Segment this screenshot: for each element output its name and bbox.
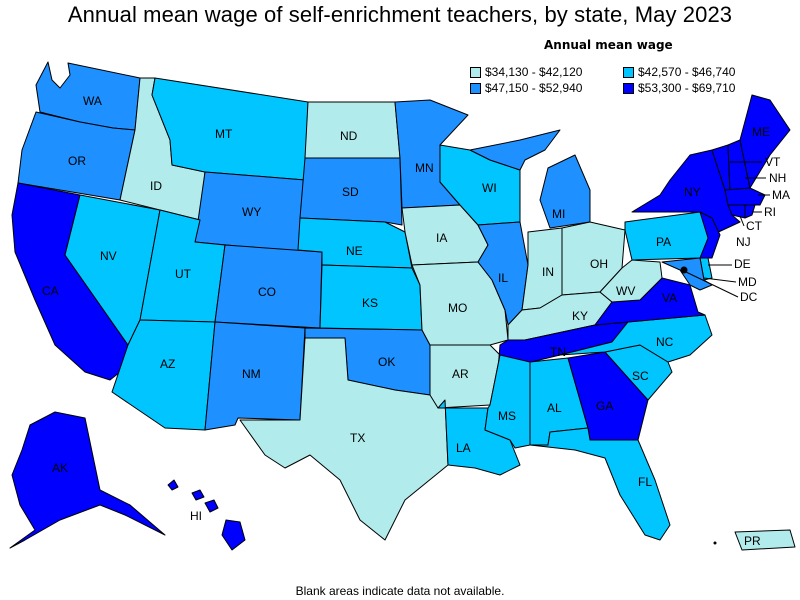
label-MD: MD — [738, 275, 757, 289]
leader-MD — [703, 277, 737, 283]
leader-CT — [739, 215, 745, 227]
label-CA: CA — [42, 284, 59, 298]
legend-label-3: $47,150 - $52,940 — [485, 81, 583, 95]
state-HI-island-3[interactable] — [204, 499, 219, 513]
pr-islet — [713, 541, 717, 545]
label-CO: CO — [258, 285, 276, 299]
label-MO: MO — [448, 301, 467, 315]
label-UT: UT — [175, 267, 192, 281]
state-HI-island-2[interactable] — [191, 489, 205, 501]
label-AR: AR — [452, 367, 469, 381]
label-NH: NH — [769, 171, 786, 185]
state-NJ[interactable] — [699, 211, 721, 259]
label-PA: PA — [656, 235, 671, 249]
label-DC: DC — [740, 290, 758, 304]
state-MA[interactable] — [724, 187, 766, 206]
state-FL[interactable] — [529, 427, 671, 541]
label-ID: ID — [150, 179, 162, 193]
state-HI[interactable] — [221, 519, 246, 551]
state-WV[interactable] — [599, 259, 663, 303]
label-NC: NC — [656, 335, 674, 349]
label-NE: NE — [346, 244, 363, 258]
label-VA: VA — [662, 291, 677, 305]
legend-swatch-2 — [623, 66, 634, 78]
state-IL[interactable] — [477, 221, 529, 326]
label-AZ: AZ — [160, 357, 175, 371]
label-AL: AL — [547, 401, 562, 415]
label-OH: OH — [590, 257, 608, 271]
legend-item-1: $34,130 - $42,120 — [470, 65, 582, 79]
state-RI[interactable] — [744, 204, 756, 219]
label-NJ: NJ — [736, 235, 751, 249]
label-MS: MS — [498, 409, 516, 423]
legend-item-2: $42,570 - $46,740 — [623, 65, 735, 79]
label-KS: KS — [362, 296, 378, 310]
label-HI: HI — [190, 509, 202, 523]
label-WV: WV — [616, 284, 635, 298]
leader-DC — [685, 271, 739, 298]
label-WA: WA — [83, 94, 102, 108]
label-IA: IA — [436, 231, 447, 245]
label-KY: KY — [572, 309, 588, 323]
label-MT: MT — [215, 127, 233, 141]
state-HI-island-1[interactable] — [167, 479, 179, 491]
label-NM: NM — [242, 367, 261, 381]
label-NV: NV — [100, 249, 117, 263]
label-MN: MN — [415, 161, 434, 175]
legend-label-1: $34,130 - $42,120 — [485, 65, 583, 79]
label-SC: SC — [632, 369, 649, 383]
label-LA: LA — [456, 441, 471, 455]
map-title: Annual mean wage of self-enrichment teac… — [67, 2, 733, 27]
legend-swatch-4 — [623, 82, 634, 94]
label-NY: NY — [684, 185, 701, 199]
label-DE: DE — [734, 257, 751, 271]
label-ME: ME — [752, 125, 770, 139]
label-OR: OR — [68, 154, 86, 168]
state-TX[interactable] — [239, 337, 449, 541]
label-IN: IN — [542, 265, 554, 279]
label-CT: CT — [746, 219, 763, 233]
label-PR: PR — [744, 534, 761, 548]
state-SD[interactable] — [299, 157, 403, 226]
legend-swatch-3 — [470, 82, 481, 94]
label-VT: VT — [765, 155, 781, 169]
legend-label-4: $53,300 - $69,710 — [638, 81, 736, 95]
label-FL: FL — [638, 475, 652, 489]
label-SD: SD — [342, 185, 359, 199]
label-MA: MA — [772, 188, 790, 202]
label-ND: ND — [340, 129, 358, 143]
legend-item-4: $53,300 - $69,710 — [623, 81, 735, 95]
legend-label-2: $42,570 - $46,740 — [638, 65, 736, 79]
label-WY: WY — [242, 205, 261, 219]
state-PR[interactable] — [734, 529, 796, 551]
state-DC[interactable] — [680, 266, 688, 274]
label-AK: AK — [52, 461, 68, 475]
label-GA: GA — [596, 399, 613, 413]
label-OK: OK — [378, 355, 395, 369]
label-TN: TN — [550, 345, 566, 359]
legend-title: Annual mean wage — [544, 38, 673, 52]
legend-swatch-1 — [470, 66, 481, 78]
label-RI: RI — [764, 205, 776, 219]
label-IL: IL — [498, 271, 508, 285]
footnote: Blank areas indicate data not available. — [295, 584, 505, 598]
label-MI: MI — [552, 207, 565, 221]
legend-item-3: $47,150 - $52,940 — [470, 81, 582, 95]
state-AK[interactable] — [9, 411, 166, 549]
label-TX: TX — [350, 431, 365, 445]
label-WI: WI — [482, 181, 497, 195]
